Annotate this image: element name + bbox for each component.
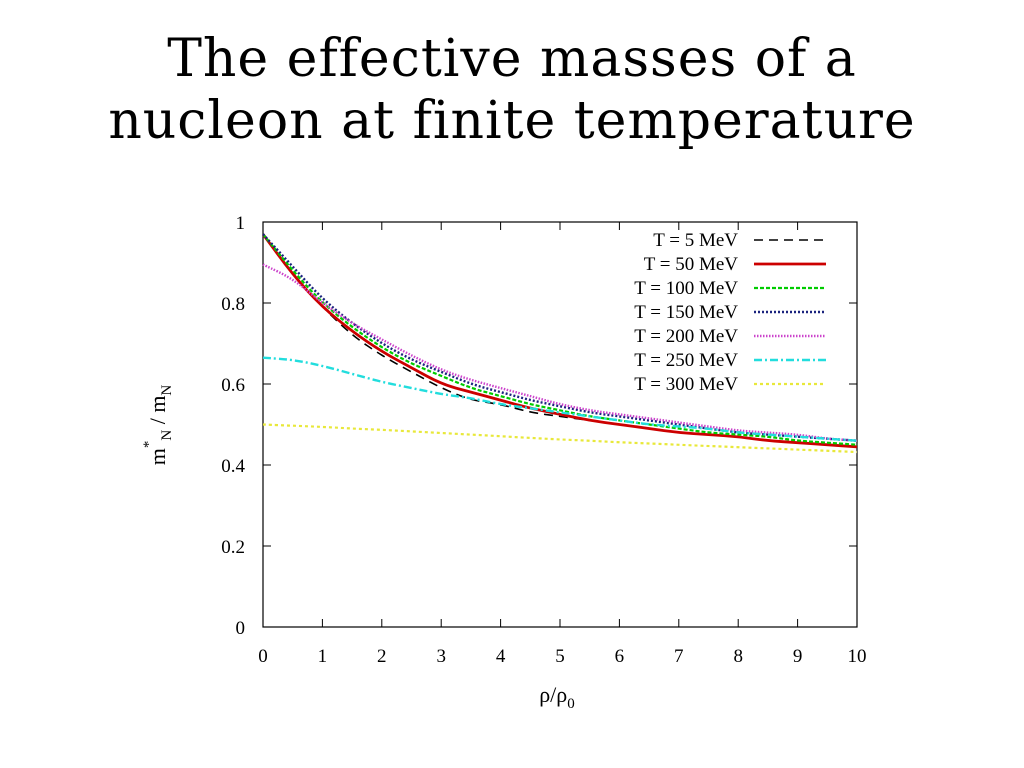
series-line-6 bbox=[262, 423, 858, 454]
y-tick-label: 1 bbox=[236, 213, 246, 234]
series-line-1 bbox=[261, 233, 858, 449]
x-tick-label: 6 bbox=[615, 646, 625, 667]
legend-entry-label-1: T = 50 MeV bbox=[644, 254, 739, 275]
legend-entry-label-3: T = 150 MeV bbox=[634, 302, 738, 323]
y-tick-label: 0.8 bbox=[221, 294, 245, 315]
x-tick-label: 8 bbox=[733, 646, 743, 667]
slide-title: The effective masses of a nucleon at fin… bbox=[0, 28, 1024, 152]
x-tick-label: 9 bbox=[793, 646, 803, 667]
x-tick-label: 2 bbox=[377, 646, 387, 667]
x-tick-label: 3 bbox=[436, 646, 446, 667]
x-tick-label: 5 bbox=[555, 646, 565, 667]
y-tick-label: 0.2 bbox=[221, 537, 245, 558]
legend-entry-label-4: T = 200 MeV bbox=[634, 326, 738, 347]
y-tick-label: 0.6 bbox=[221, 375, 245, 396]
y-tick-label: 0 bbox=[236, 618, 246, 639]
plot-frame bbox=[262, 221, 858, 628]
x-tick-label: 4 bbox=[496, 646, 506, 667]
legend-entry-label-2: T = 100 MeV bbox=[634, 278, 738, 299]
x-tick-label: 10 bbox=[848, 646, 867, 667]
legend-entry-label-6: T = 300 MeV bbox=[634, 374, 738, 395]
slide-title-line-1: The effective masses of a bbox=[167, 29, 857, 89]
legend-entry-label-5: T = 250 MeV bbox=[634, 350, 738, 371]
x-axis-label: ρ/ρ0 bbox=[539, 682, 575, 712]
legend-entry-label-0: T = 5 MeV bbox=[653, 230, 738, 251]
series-line-4 bbox=[262, 263, 858, 442]
series-line-2 bbox=[262, 233, 858, 446]
x-tick-label: 1 bbox=[318, 646, 328, 667]
series-line-5 bbox=[262, 356, 858, 442]
x-tick-label: 0 bbox=[258, 646, 268, 667]
y-tick-label: 0.4 bbox=[221, 456, 245, 477]
x-tick-label: 7 bbox=[674, 646, 684, 667]
series-line-3 bbox=[262, 233, 858, 442]
slide-title-line-2: nucleon at finite temperature bbox=[108, 91, 916, 151]
y-axis-label: m*N / mN bbox=[141, 385, 175, 466]
